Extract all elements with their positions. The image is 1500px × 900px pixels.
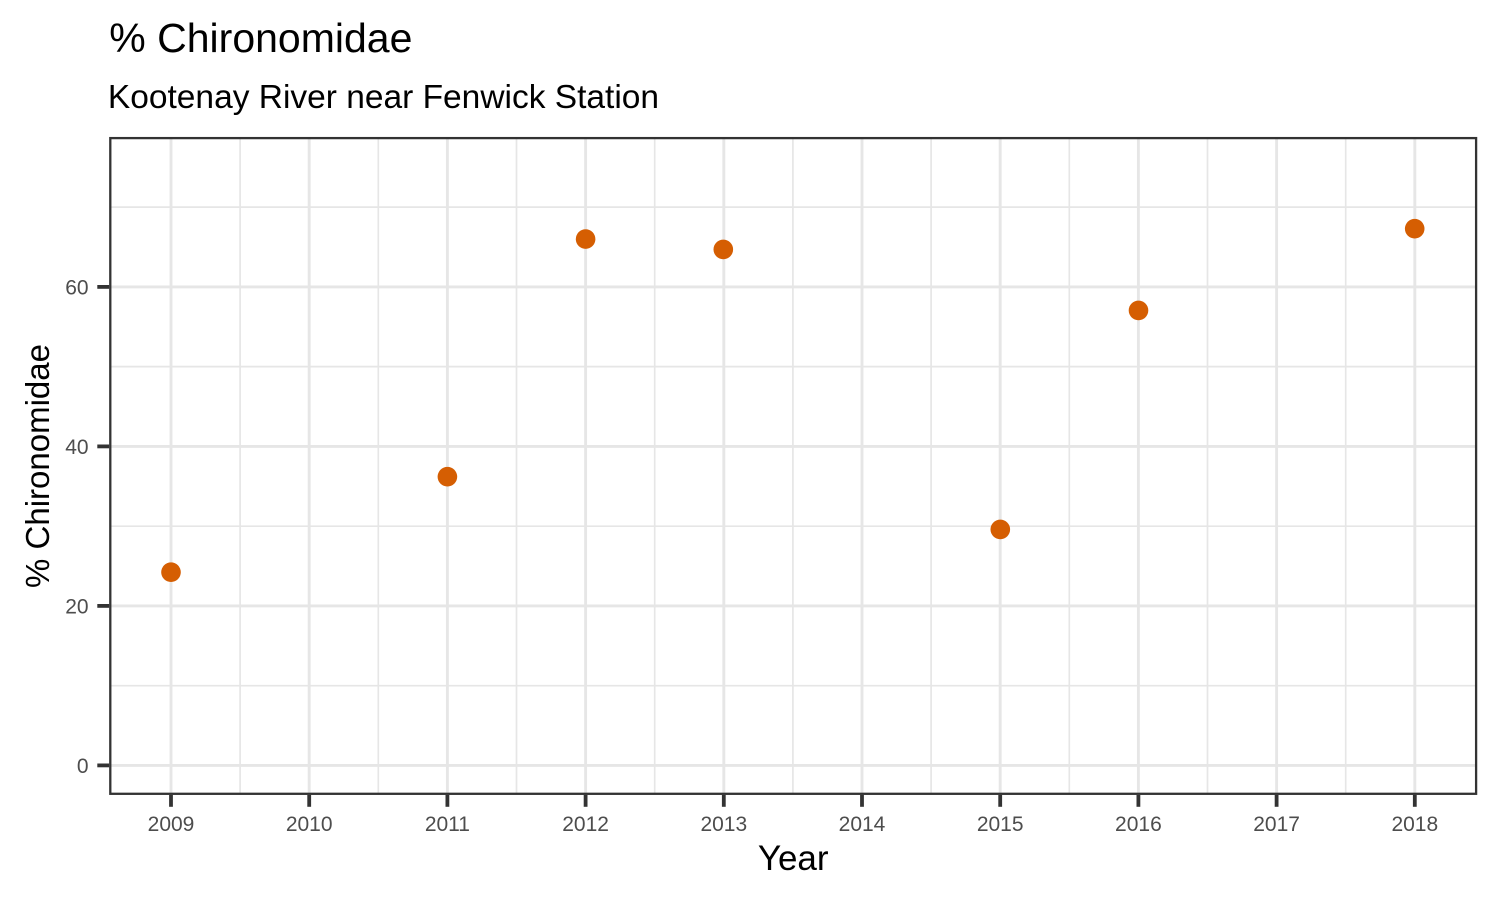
svg-text:% Chironomidae: % Chironomidae [109, 15, 412, 61]
svg-text:% Chironomidae: % Chironomidae [19, 344, 56, 588]
svg-text:Kootenay River near Fenwick St: Kootenay River near Fenwick Station [108, 79, 659, 116]
svg-text:2010: 2010 [286, 813, 333, 836]
svg-text:2018: 2018 [1391, 813, 1438, 836]
svg-text:2013: 2013 [700, 813, 747, 836]
svg-text:2017: 2017 [1253, 813, 1300, 836]
svg-text:2015: 2015 [977, 813, 1024, 836]
svg-text:2014: 2014 [839, 813, 886, 836]
svg-text:0: 0 [77, 755, 89, 778]
svg-text:40: 40 [65, 436, 88, 459]
svg-text:2011: 2011 [425, 813, 470, 836]
svg-text:20: 20 [65, 596, 88, 619]
svg-text:2012: 2012 [562, 813, 609, 836]
svg-text:Year: Year [758, 839, 829, 878]
svg-text:2016: 2016 [1115, 813, 1162, 836]
svg-text:2009: 2009 [148, 813, 195, 836]
svg-text:60: 60 [65, 277, 88, 300]
